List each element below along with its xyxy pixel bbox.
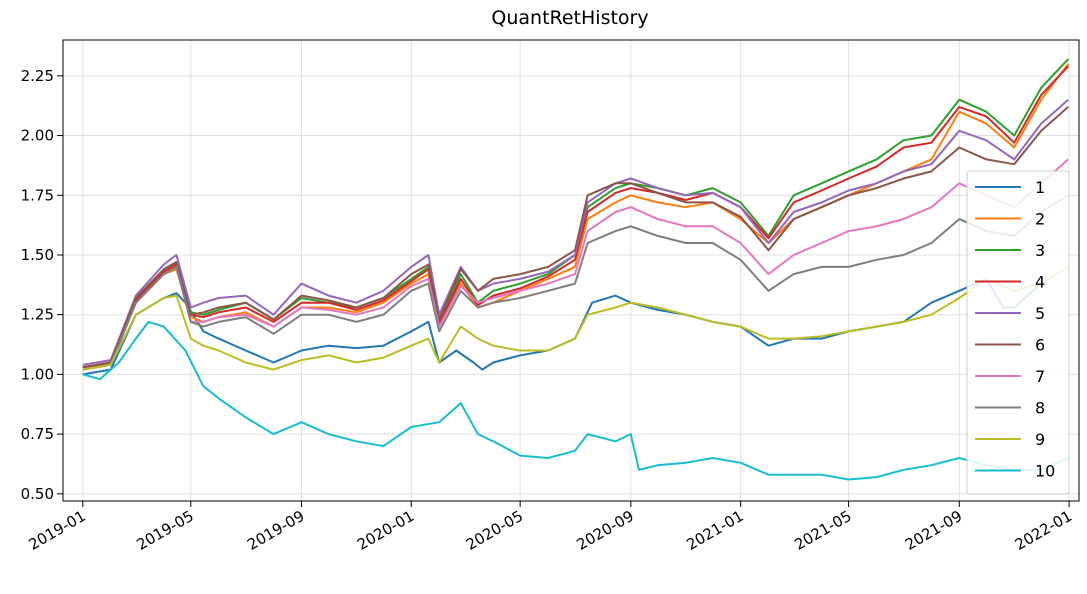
x-axis: 2019-01 2019-05 2019-09 2020-01 2020-05 2020-…	[26, 501, 1075, 554]
series-line-10	[82, 320, 1069, 481]
series-line-6	[82, 106, 1069, 369]
y-tick-label: 1.75	[21, 186, 54, 204]
x-tick-label: 2020-05	[463, 507, 526, 554]
legend-label: 2	[1035, 210, 1045, 229]
y-tick-label: 1.25	[21, 306, 54, 324]
legend-label: 9	[1035, 430, 1045, 449]
series-line-8	[82, 194, 1069, 371]
x-tick-label: 2021-01	[683, 507, 746, 554]
y-tick-label: 1.50	[21, 246, 54, 264]
legend-label: 4	[1035, 273, 1045, 292]
x-tick-label: 2021-09	[902, 507, 965, 554]
legend-label: 3	[1035, 241, 1045, 260]
series-line-2	[82, 63, 1069, 371]
series-line-9	[82, 266, 1069, 371]
series-group	[82, 58, 1069, 481]
series-line-7	[82, 158, 1069, 371]
x-tick-label: 2020-01	[354, 507, 417, 554]
x-tick-label: 2019-01	[26, 507, 89, 554]
legend-label: 6	[1035, 336, 1045, 355]
series-line-4	[82, 65, 1069, 369]
grid	[63, 40, 1079, 501]
legend-label: 1	[1035, 178, 1045, 197]
legend-label: 7	[1035, 367, 1045, 386]
legend: 1 2 3 4 5 6 7 8 9 10	[966, 170, 1070, 495]
legend-label: 5	[1035, 304, 1045, 323]
y-axis: 0.50 0.75 1.00 1.25 1.50 1.75 2.00 2.25	[21, 67, 63, 503]
x-tick-label: 2020-09	[574, 507, 637, 554]
series-line-3	[82, 58, 1069, 369]
y-tick-label: 2.00	[21, 127, 54, 145]
legend-box	[966, 170, 1070, 495]
y-tick-label: 0.75	[21, 425, 54, 443]
legend-label: 8	[1035, 399, 1045, 418]
x-tick-label: 2021-05	[791, 507, 854, 554]
y-tick-label: 2.25	[21, 67, 54, 85]
x-tick-label: 2019-05	[133, 507, 196, 554]
x-tick-label: 2019-09	[244, 507, 307, 554]
y-tick-label: 0.50	[21, 485, 54, 503]
x-tick-label: 2022-01	[1012, 507, 1075, 554]
legend-label: 10	[1035, 462, 1055, 481]
y-tick-label: 1.00	[21, 365, 54, 383]
series-line-5	[82, 98, 1069, 366]
chart-title: QuantRetHistory	[491, 7, 648, 29]
plot-frame	[62, 39, 1080, 502]
